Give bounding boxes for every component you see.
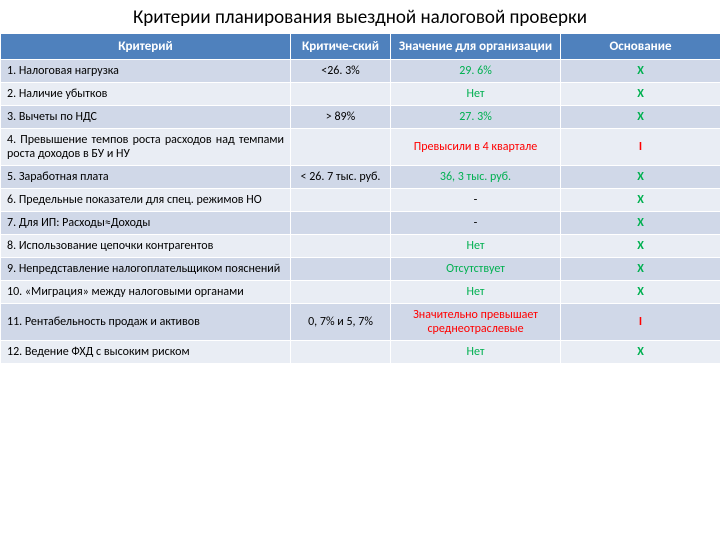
cell-critical: < 26. 7 тыс. руб. <box>291 166 391 189</box>
cell-criterion: 5. Заработная плата <box>1 166 291 189</box>
cell-criterion: 10. «Миграция» между налоговыми органами <box>1 281 291 304</box>
table-header-row: Критерий Критиче-ский Значение для орган… <box>1 34 720 60</box>
table-row: 3. Вычеты по НДС> 89%27. 3%Х <box>1 106 720 129</box>
table-row: 7. Для ИП: Расходы≈Доходы -Х <box>1 212 720 235</box>
cell-criterion: 2. Наличие убытков <box>1 83 291 106</box>
cell-value: Нет <box>391 281 561 304</box>
cell-critical <box>291 258 391 281</box>
cell-criterion: 9. Непредставление налогоплательщиком по… <box>1 258 291 281</box>
cell-critical <box>291 83 391 106</box>
cell-criterion: 12. Ведение ФХД с высоким риском <box>1 341 291 364</box>
cell-critical <box>291 129 391 166</box>
cell-basis: Х <box>561 281 720 304</box>
cell-critical <box>291 341 391 364</box>
cell-basis: Х <box>561 258 720 281</box>
table-row: 5. Заработная плата< 26. 7 тыс. руб.36, … <box>1 166 720 189</box>
table-row: 2. Наличие убытков НетХ <box>1 83 720 106</box>
cell-value: Превысили в 4 квартале <box>391 129 561 166</box>
cell-critical: <26. 3% <box>291 60 391 83</box>
cell-criterion: 8. Использование цепочки контрагентов <box>1 235 291 258</box>
cell-critical <box>291 281 391 304</box>
cell-critical <box>291 189 391 212</box>
cell-criterion: 7. Для ИП: Расходы≈Доходы <box>1 212 291 235</box>
cell-value: Нет <box>391 83 561 106</box>
cell-basis: Х <box>561 235 720 258</box>
cell-critical: 0, 7% и 5, 7% <box>291 304 391 341</box>
cell-basis: Х <box>561 60 720 83</box>
col-header-basis: Основание <box>561 34 720 60</box>
col-header-criterion: Критерий <box>1 34 291 60</box>
col-header-critical: Критиче-ский <box>291 34 391 60</box>
cell-value: Нет <box>391 235 561 258</box>
cell-value: Отсутствует <box>391 258 561 281</box>
cell-critical: > 89% <box>291 106 391 129</box>
table-row: 12. Ведение ФХД с высоким риском НетХ <box>1 341 720 364</box>
table-row: 6. Предельные показатели для спец. режим… <box>1 189 720 212</box>
cell-criterion: 3. Вычеты по НДС <box>1 106 291 129</box>
cell-value: Нет <box>391 341 561 364</box>
criteria-table: Критерий Критиче-ский Значение для орган… <box>0 33 720 364</box>
table-row: 8. Использование цепочки контрагентов Нет… <box>1 235 720 258</box>
cell-basis: I <box>561 129 720 166</box>
cell-criterion: 11. Рентабельность продаж и активов <box>1 304 291 341</box>
cell-basis: I <box>561 304 720 341</box>
page-title: Критерии планирования выездной налоговой… <box>0 0 720 33</box>
cell-value: - <box>391 212 561 235</box>
cell-basis: Х <box>561 106 720 129</box>
cell-basis: Х <box>561 189 720 212</box>
cell-criterion: 1. Налоговая нагрузка <box>1 60 291 83</box>
cell-basis: Х <box>561 212 720 235</box>
cell-basis: Х <box>561 341 720 364</box>
cell-basis: Х <box>561 83 720 106</box>
cell-critical <box>291 235 391 258</box>
table-row: 4. Превышение темпов роста расходов над … <box>1 129 720 166</box>
cell-value: - <box>391 189 561 212</box>
cell-criterion: 4. Превышение темпов роста расходов над … <box>1 129 291 166</box>
cell-critical <box>291 212 391 235</box>
cell-criterion: 6. Предельные показатели для спец. режим… <box>1 189 291 212</box>
cell-value: 29. 6% <box>391 60 561 83</box>
cell-value: 27. 3% <box>391 106 561 129</box>
table-row: 1. Налоговая нагрузка<26. 3%29. 6%Х <box>1 60 720 83</box>
cell-value: 36, 3 тыс. руб. <box>391 166 561 189</box>
cell-value: Значительно превышает среднеотраслевые <box>391 304 561 341</box>
cell-basis: Х <box>561 166 720 189</box>
table-row: 9. Непредставление налогоплательщиком по… <box>1 258 720 281</box>
table-row: 11. Рентабельность продаж и активов0, 7%… <box>1 304 720 341</box>
table-row: 10. «Миграция» между налоговыми органами… <box>1 281 720 304</box>
col-header-value: Значение для организации <box>391 34 561 60</box>
